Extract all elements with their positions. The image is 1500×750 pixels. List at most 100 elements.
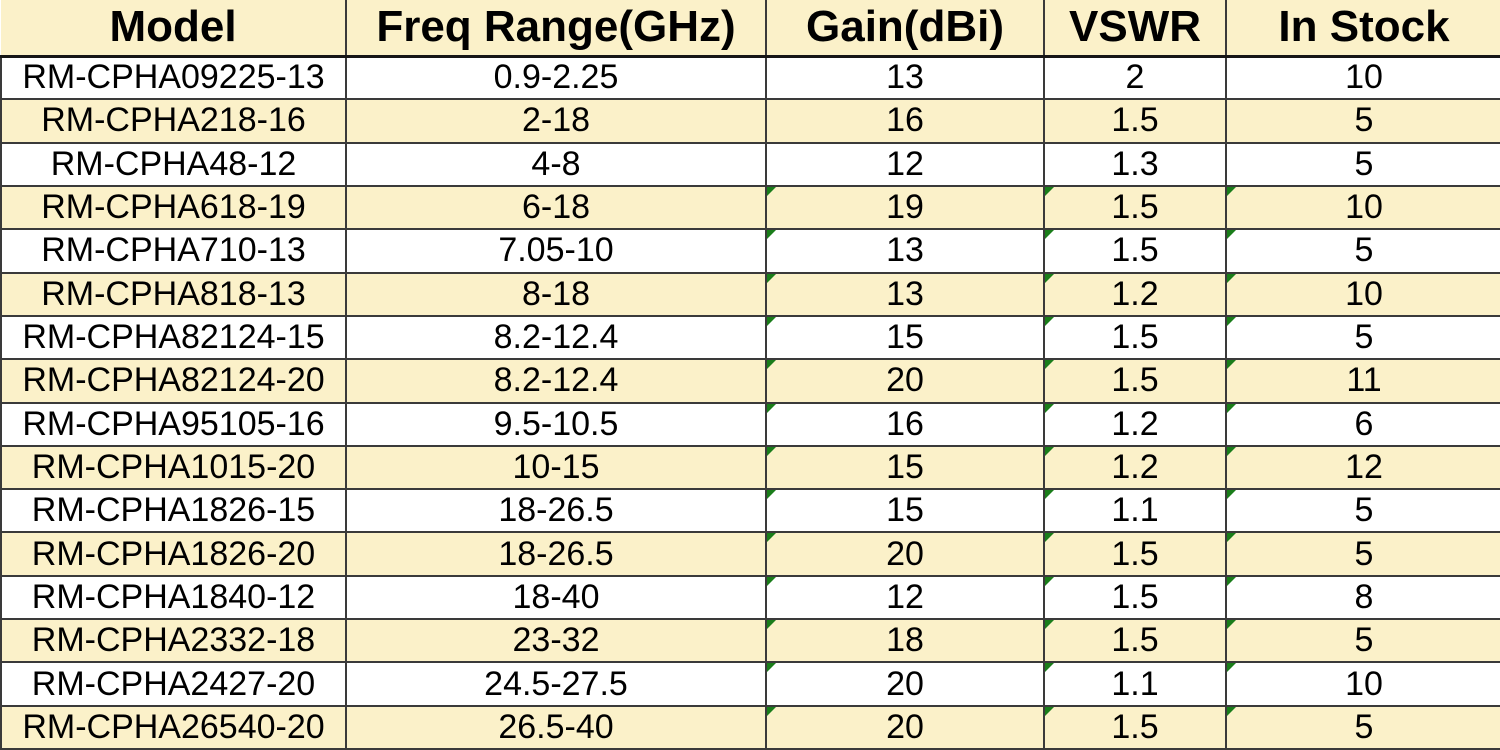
cell-gain[interactable]: 20	[765, 661, 1045, 707]
cell-model[interactable]: RM-CPHA48-12	[0, 141, 347, 187]
column-header-stock[interactable]: In Stock	[1225, 0, 1500, 58]
error-indicator-icon	[1228, 317, 1236, 326]
cell-gain[interactable]: 13	[765, 54, 1045, 101]
column-header-gain[interactable]: Gain(dBi)	[765, 0, 1045, 58]
cell-model[interactable]: RM-CPHA1826-15	[0, 488, 347, 534]
cell-stock[interactable]: 5	[1225, 141, 1500, 187]
cell-freq[interactable]: 18-26.5	[345, 531, 767, 577]
cell-freq[interactable]: 2-18	[345, 98, 767, 144]
error-indicator-icon	[1046, 231, 1054, 240]
cell-vswr[interactable]: 1.5	[1043, 618, 1227, 664]
cell-freq[interactable]: 18-40	[345, 574, 767, 621]
cell-gain[interactable]: 16	[765, 401, 1045, 447]
table-row: RM-CPHA2427-20 24.5-27.5 20 1.1 10	[0, 661, 1500, 707]
cell-freq[interactable]: 24.5-27.5	[345, 661, 767, 707]
table-row: RM-CPHA26540-20 26.5-40 20 1.5 5	[0, 704, 1500, 750]
error-indicator-icon	[1046, 534, 1054, 543]
cell-stock[interactable]: 5	[1225, 488, 1500, 534]
cell-gain[interactable]: 13	[765, 271, 1045, 317]
cell-vswr[interactable]: 1.2	[1043, 271, 1227, 317]
cell-freq[interactable]: 8.2-12.4	[345, 358, 767, 404]
cell-gain[interactable]: 18	[765, 618, 1045, 664]
column-header-vswr[interactable]: VSWR	[1043, 0, 1227, 58]
cell-gain[interactable]: 15	[765, 444, 1045, 491]
cell-model[interactable]: RM-CPHA95105-16	[0, 401, 347, 447]
cell-stock[interactable]: 5	[1225, 531, 1500, 577]
cell-vswr[interactable]: 1.5	[1043, 98, 1227, 144]
cell-stock[interactable]: 6	[1225, 401, 1500, 447]
cell-vswr[interactable]: 1.2	[1043, 444, 1227, 491]
cell-model[interactable]: RM-CPHA2332-18	[0, 618, 347, 664]
cell-vswr[interactable]: 1.5	[1043, 704, 1227, 750]
error-indicator-icon	[768, 621, 776, 630]
cell-gain[interactable]: 20	[765, 358, 1045, 404]
cell-model[interactable]: RM-CPHA09225-13	[0, 54, 347, 101]
cell-model[interactable]: RM-CPHA710-13	[0, 228, 347, 274]
cell-model[interactable]: RM-CPHA82124-15	[0, 314, 347, 361]
cell-gain[interactable]: 16	[765, 98, 1045, 144]
error-indicator-icon	[1228, 577, 1236, 586]
column-header-model[interactable]: Model	[1, 0, 347, 58]
cell-freq[interactable]: 26.5-40	[345, 704, 767, 750]
cell-stock[interactable]: 5	[1225, 228, 1500, 274]
cell-gain[interactable]: 12	[765, 574, 1045, 621]
cell-gain[interactable]: 19	[765, 184, 1045, 231]
table-row: RM-CPHA82124-15 8.2-12.4 15 1.5 5	[0, 314, 1500, 361]
cell-model[interactable]: RM-CPHA2427-20	[0, 661, 347, 707]
cell-gain[interactable]: 15	[765, 314, 1045, 361]
cell-vswr[interactable]: 1.5	[1043, 314, 1227, 361]
cell-vswr[interactable]: 1.5	[1043, 228, 1227, 274]
cell-freq[interactable]: 6-18	[345, 184, 767, 231]
cell-model[interactable]: RM-CPHA1840-12	[0, 574, 347, 621]
cell-stock[interactable]: 12	[1225, 444, 1500, 491]
cell-stock[interactable]: 10	[1225, 184, 1500, 231]
cell-gain[interactable]: 20	[765, 704, 1045, 750]
column-header-freq[interactable]: Freq Range(GHz)	[345, 0, 767, 58]
cell-vswr[interactable]: 1.3	[1043, 141, 1227, 187]
cell-gain[interactable]: 12	[765, 141, 1045, 187]
table-row: RM-CPHA618-19 6-18 19 1.5 10	[0, 184, 1500, 231]
cell-freq[interactable]: 0.9-2.25	[345, 54, 767, 101]
cell-freq[interactable]: 10-15	[345, 444, 767, 491]
error-indicator-icon	[768, 577, 776, 586]
header-row: Model Freq Range(GHz) Gain(dBi) VSWR In Stoc…	[1, 0, 1500, 58]
cell-gain[interactable]: 13	[765, 228, 1045, 274]
cell-stock[interactable]: 10	[1225, 271, 1500, 317]
cell-vswr[interactable]: 1.2	[1043, 401, 1227, 447]
cell-vswr[interactable]: 1.1	[1043, 661, 1227, 707]
cell-freq[interactable]: 8-18	[345, 271, 767, 317]
cell-gain[interactable]: 15	[765, 488, 1045, 534]
cell-vswr[interactable]: 1.5	[1043, 358, 1227, 404]
cell-freq[interactable]: 7.05-10	[345, 228, 767, 274]
cell-freq[interactable]: 8.2-12.4	[345, 314, 767, 361]
cell-model[interactable]: RM-CPHA818-13	[0, 271, 347, 317]
cell-model[interactable]: RM-CPHA1826-20	[0, 531, 347, 577]
cell-stock[interactable]: 11	[1225, 358, 1500, 404]
cell-freq[interactable]: 23-32	[345, 618, 767, 664]
cell-vswr[interactable]: 2	[1043, 54, 1227, 101]
cell-freq[interactable]: 4-8	[345, 141, 767, 187]
cell-gain[interactable]: 20	[765, 531, 1045, 577]
error-indicator-icon	[768, 447, 776, 456]
cell-stock[interactable]: 5	[1225, 314, 1500, 361]
cell-stock[interactable]: 10	[1225, 661, 1500, 707]
error-indicator-icon	[1228, 534, 1236, 543]
cell-stock[interactable]: 5	[1225, 618, 1500, 664]
cell-model[interactable]: RM-CPHA26540-20	[0, 704, 347, 750]
cell-model[interactable]: RM-CPHA618-19	[0, 184, 347, 231]
error-indicator-icon	[768, 404, 776, 413]
cell-model[interactable]: RM-CPHA218-16	[0, 98, 347, 144]
cell-vswr[interactable]: 1.5	[1043, 184, 1227, 231]
cell-stock[interactable]: 5	[1225, 704, 1500, 750]
cell-stock[interactable]: 10	[1225, 54, 1500, 101]
cell-model[interactable]: RM-CPHA82124-20	[0, 358, 347, 404]
cell-stock[interactable]: 5	[1225, 98, 1500, 144]
cell-vswr[interactable]: 1.5	[1043, 531, 1227, 577]
cell-freq[interactable]: 9.5-10.5	[345, 401, 767, 447]
cell-vswr[interactable]: 1.5	[1043, 574, 1227, 621]
cell-freq[interactable]: 18-26.5	[345, 488, 767, 534]
cell-model[interactable]: RM-CPHA1015-20	[0, 444, 347, 491]
cell-vswr[interactable]: 1.1	[1043, 488, 1227, 534]
cell-stock[interactable]: 8	[1225, 574, 1500, 621]
